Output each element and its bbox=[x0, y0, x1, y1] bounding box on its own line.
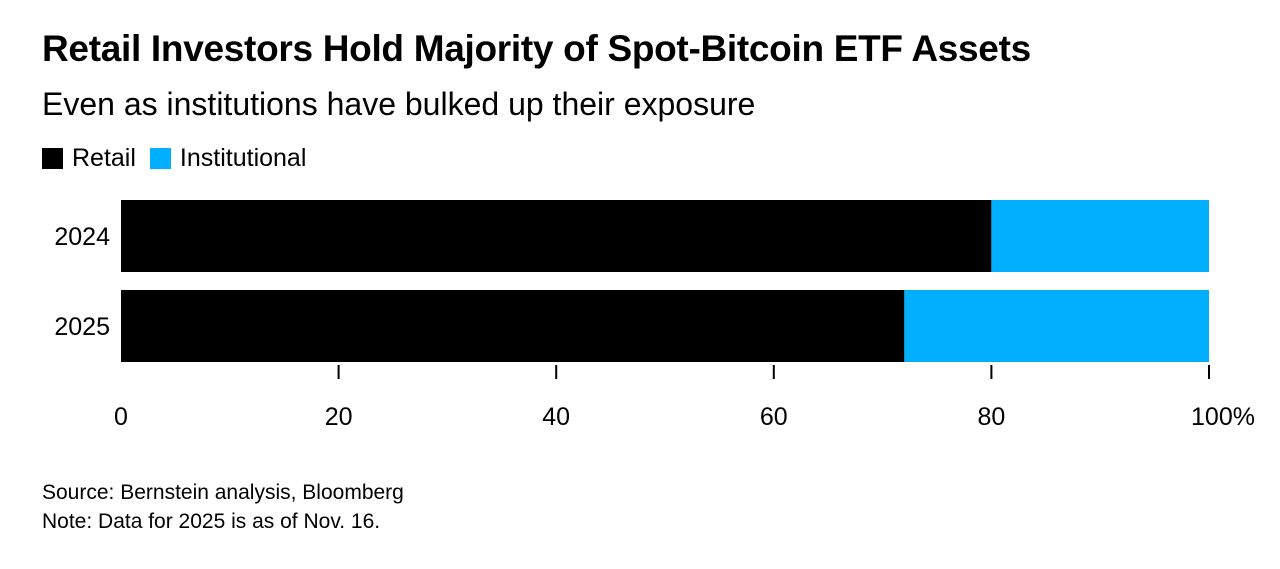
bar-retail-2025 bbox=[121, 290, 905, 362]
x-tick-label-0: 0 bbox=[114, 403, 128, 431]
x-tick-label-20: 20 bbox=[325, 403, 353, 431]
chart-footnotes: Source: Bernstein analysis, Bloomberg No… bbox=[42, 478, 404, 536]
bar-institutional-2024 bbox=[991, 200, 1209, 272]
legend-swatch-institutional bbox=[149, 148, 171, 169]
source-note: Source: Bernstein analysis, Bloomberg bbox=[42, 481, 404, 504]
legend-swatch-retail bbox=[42, 148, 63, 169]
y-tick-label-2025: 2025 bbox=[54, 313, 110, 341]
x-tick-label-100: 100% bbox=[1191, 403, 1255, 431]
bar-institutional-2025 bbox=[904, 290, 1209, 362]
legend-item-institutional: Institutional bbox=[149, 144, 307, 173]
legend-label-retail: Retail bbox=[72, 144, 136, 172]
chart-title: Retail Investors Hold Majority of Spot-B… bbox=[42, 28, 1031, 69]
bar-retail-2024 bbox=[121, 200, 992, 272]
chart-subtitle: Even as institutions have bulked up thei… bbox=[42, 86, 756, 122]
legend-label-institutional: Institutional bbox=[179, 144, 307, 172]
x-tick-label-40: 40 bbox=[542, 403, 570, 431]
data-note: Note: Data for 2025 is as of Nov. 16. bbox=[42, 510, 381, 533]
legend-item-retail: Retail bbox=[42, 144, 136, 173]
y-tick-label-2024: 2024 bbox=[54, 223, 110, 251]
chart-legend: Retail Institutional bbox=[42, 144, 320, 173]
x-tick-label-60: 60 bbox=[760, 403, 788, 431]
x-tick-label-80: 80 bbox=[977, 403, 1005, 431]
